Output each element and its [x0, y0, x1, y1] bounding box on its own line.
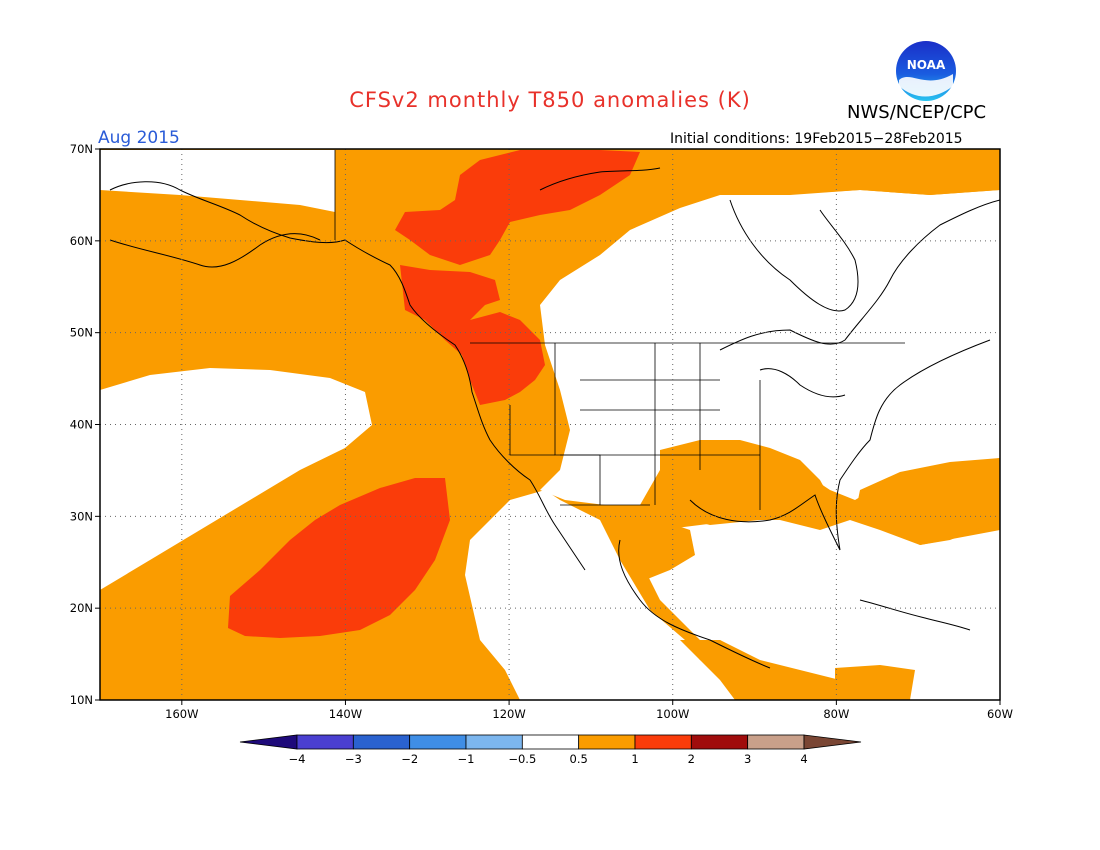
lat-label: 70N — [70, 142, 93, 156]
warm-patch-mexico — [625, 520, 695, 580]
legend-swatch — [521, 734, 580, 750]
legend-tick-label: −4 — [289, 752, 306, 766]
legend-swatch — [409, 734, 467, 750]
neutral-region-north-pacific — [100, 150, 335, 212]
legend-tick-label: 4 — [800, 752, 807, 766]
legend-tick-label: −1 — [458, 752, 475, 766]
warm-patch-caribbean — [835, 665, 915, 700]
color-legend — [239, 734, 862, 750]
lon-label: 120W — [492, 707, 525, 721]
legend-tick-label: −2 — [401, 752, 418, 766]
lon-label: 60W — [987, 707, 1013, 721]
lon-label: 80W — [823, 707, 849, 721]
legend-tick-label: 2 — [688, 752, 695, 766]
neutral-region-gulf — [640, 520, 1000, 700]
lat-label: 30N — [70, 509, 93, 523]
neutral-region-mid-pacific — [100, 368, 372, 590]
legend-swatch — [296, 734, 354, 750]
strong-warm-northwest-canada — [395, 150, 640, 265]
lon-label: 160W — [165, 707, 198, 721]
svg-text:NOAA: NOAA — [907, 58, 946, 72]
longitude-labels: 160W 140W 120W 100W 80W 60W — [165, 707, 1013, 721]
legend-swatch — [465, 734, 523, 750]
lat-label: 60N — [70, 234, 93, 248]
lon-label: 140W — [329, 707, 362, 721]
gridlines — [100, 149, 1000, 700]
political-boundaries — [334, 150, 905, 510]
warm-patch-atlantic — [855, 458, 1000, 545]
agency-label: NWS/NCEP/CPC — [847, 102, 987, 123]
legend-tick-label: 0.5 — [570, 752, 588, 766]
neutral-region-east-pacific — [465, 490, 735, 700]
lon-label: 100W — [656, 707, 689, 721]
legend-swatch-min — [239, 734, 298, 750]
warm-patch-southeast-us — [660, 440, 830, 525]
latitude-labels: 70N 60N 50N 40N 30N 20N 10N — [70, 142, 93, 707]
legend-tick-label: −3 — [345, 752, 362, 766]
forecast-month: Aug 2015 — [98, 128, 180, 148]
map-title: CFSv2 monthly T850 anomalies (K) — [349, 88, 751, 112]
legend-swatch — [690, 734, 749, 750]
legend-swatch — [578, 734, 636, 750]
legend-tick-label: 3 — [744, 752, 751, 766]
lat-label: 20N — [70, 601, 93, 615]
warm-patch-arctic — [690, 150, 1000, 195]
legend-swatch — [634, 734, 692, 750]
lat-label: 40N — [70, 418, 93, 432]
coastlines — [109, 167, 1000, 669]
noaa-logo-icon: NOAA — [896, 41, 956, 101]
warm-patch-central-america — [680, 640, 780, 700]
lat-label: 50N — [70, 326, 93, 340]
legend-tick-label: −0.5 — [508, 752, 536, 766]
lat-label: 10N — [70, 693, 93, 707]
legend-swatch — [747, 734, 805, 750]
strong-warm-east-pacific — [228, 478, 450, 638]
initial-conditions: Initial conditions: 19Feb2015−28Feb2015 — [670, 131, 963, 147]
axis-ticks — [95, 148, 1001, 705]
legend-swatch — [352, 734, 411, 750]
legend-labels: −4 −3 −2 −1 −0.5 0.5 1 2 3 4 — [289, 752, 808, 766]
legend-swatch-max — [803, 734, 862, 750]
legend-tick-label: 1 — [631, 752, 638, 766]
